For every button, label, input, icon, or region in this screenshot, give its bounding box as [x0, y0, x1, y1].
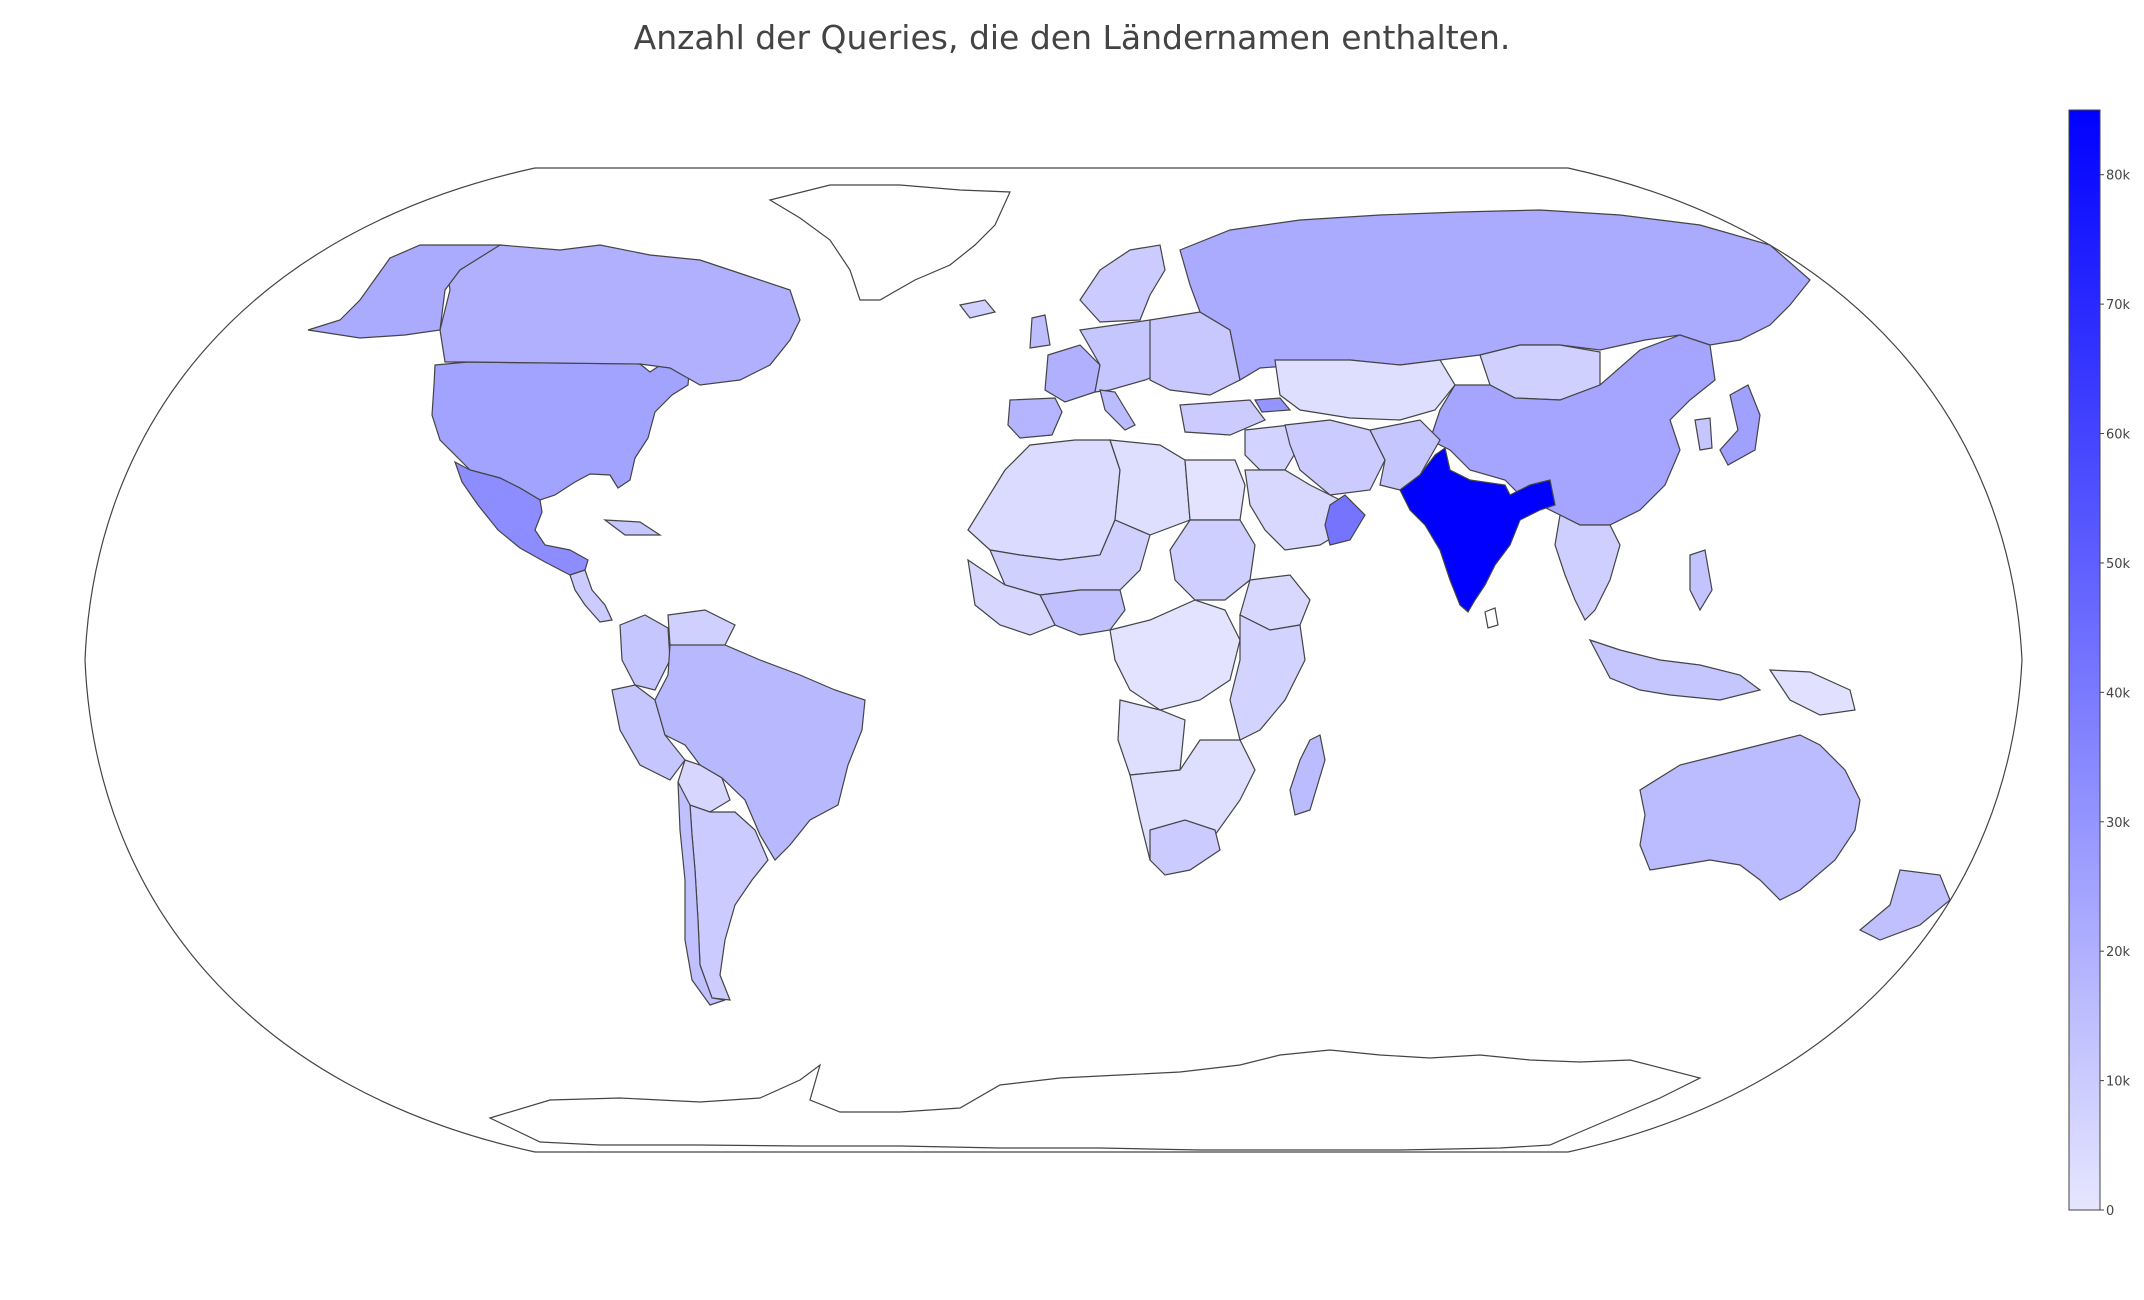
country-uk[interactable]	[1029, 314, 1051, 349]
colorbar-tick-label: 80k	[2106, 169, 2131, 184]
country-china[interactable]	[1429, 334, 1716, 526]
country-iceland[interactable]	[958, 299, 997, 319]
colorbar-tick-label: 50k	[2106, 557, 2131, 572]
country-alaska[interactable]	[307, 244, 503, 339]
country-central-america[interactable]	[569, 569, 613, 623]
country-west-africa[interactable]	[967, 558, 1056, 636]
country-se-asia[interactable]	[1554, 514, 1621, 622]
country-japan[interactable]	[1719, 384, 1761, 466]
country-india[interactable]	[1399, 446, 1556, 613]
country-south-africa[interactable]	[1149, 819, 1221, 876]
colorbar: 0 10k 20k 30k 40k 50k 60k 70k 80k	[2068, 109, 2131, 1219]
country-egypt[interactable]	[1184, 459, 1246, 521]
colorbar-tick-label: 60k	[2106, 428, 2131, 443]
country-philippines[interactable]	[1689, 549, 1713, 612]
country-papua-new-guinea[interactable]	[1768, 669, 1856, 716]
country-madagascar[interactable]	[1289, 734, 1326, 816]
country-congo[interactable]	[1109, 599, 1241, 711]
country-mexico[interactable]	[453, 460, 589, 576]
colorbar-gradient	[2068, 109, 2101, 1211]
country-chile[interactable]	[677, 781, 726, 1006]
country-oman[interactable]	[1324, 494, 1366, 546]
country-sudan[interactable]	[1169, 519, 1256, 601]
country-brazil[interactable]	[654, 644, 866, 861]
country-iran[interactable]	[1284, 419, 1386, 496]
chart-title: Anzahl der Queries, die den Ländernamen …	[633, 18, 1511, 57]
colorbar-tick-label: 30k	[2106, 816, 2131, 831]
country-colombia[interactable]	[619, 614, 671, 691]
country-spain[interactable]	[1007, 397, 1063, 439]
countries-layer	[307, 184, 1951, 1151]
country-italy[interactable]	[1099, 389, 1136, 431]
country-australia[interactable]	[1639, 734, 1861, 901]
country-kazakhstan[interactable]	[1274, 359, 1456, 421]
colorbar-tick-label: 10k	[2106, 1075, 2131, 1090]
country-korea[interactable]	[1694, 417, 1713, 451]
country-new-zealand[interactable]	[1858, 869, 1951, 941]
colorbar-tick-label: 70k	[2106, 298, 2131, 313]
country-cuba[interactable]	[603, 519, 663, 536]
country-libya[interactable]	[1109, 439, 1191, 536]
country-scandinavia[interactable]	[1079, 244, 1166, 323]
country-russia[interactable]	[1179, 209, 1811, 381]
colorbar-tick-label: 20k	[2106, 945, 2131, 960]
country-turkey[interactable]	[1179, 399, 1266, 436]
country-greenland[interactable]	[768, 184, 1011, 301]
country-canada[interactable]	[439, 244, 801, 386]
country-east-africa[interactable]	[1229, 614, 1306, 741]
country-indonesia[interactable]	[1588, 638, 1762, 701]
country-antarctica[interactable]	[488, 1049, 1702, 1151]
country-nigeria[interactable]	[1039, 589, 1126, 636]
colorbar-tick-label: 0	[2106, 1204, 2114, 1219]
country-sri-lanka[interactable]	[1484, 607, 1499, 629]
colorbar-tick-label: 40k	[2106, 686, 2131, 701]
country-georgia[interactable]	[1254, 397, 1292, 413]
